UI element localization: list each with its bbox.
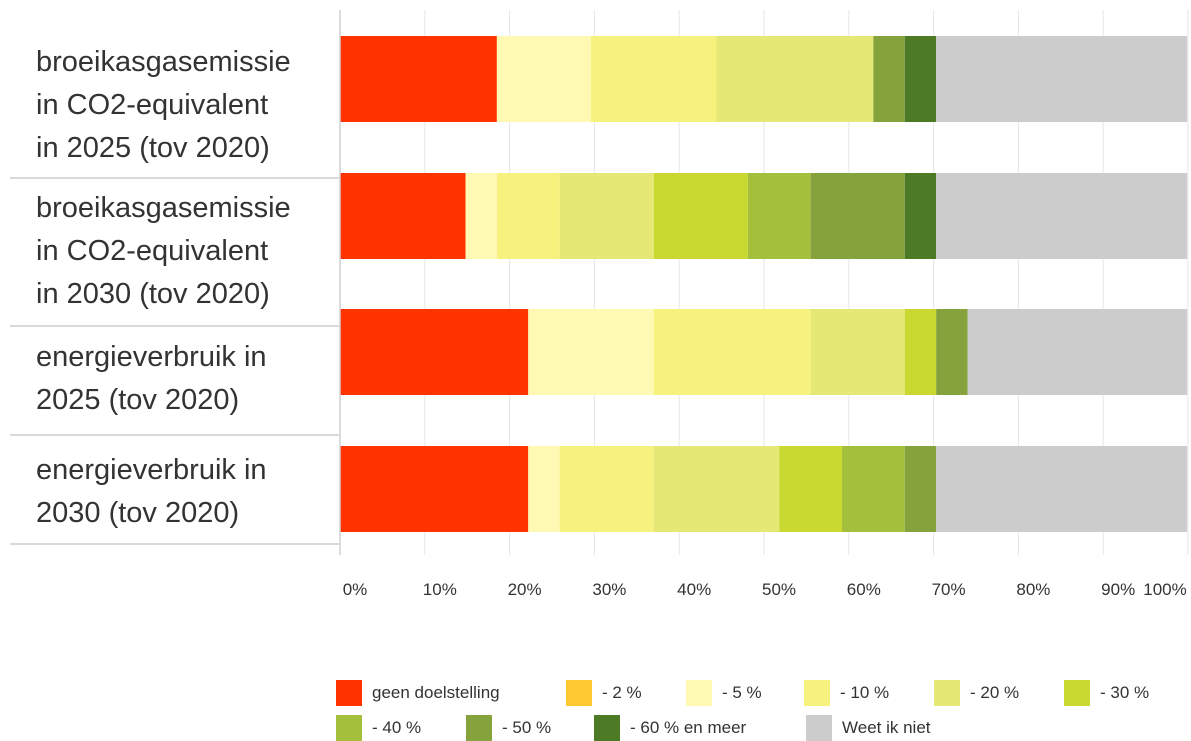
- x-tick-label: 90%: [1101, 580, 1136, 599]
- legend-swatch: [1064, 680, 1090, 706]
- bar-segment: [810, 173, 905, 259]
- bar-segment: [810, 309, 905, 395]
- x-tick-label: 80%: [1016, 580, 1051, 599]
- legend-swatch: [686, 680, 712, 706]
- category-label: broeikasgasemissie in CO2-equivalent in 20…: [36, 41, 336, 170]
- x-tick-label: 100%: [1143, 580, 1187, 599]
- category-label-line: 2025 (tov 2020): [36, 384, 240, 416]
- x-tick-label: 40%: [677, 580, 712, 599]
- legend-swatch: [466, 715, 492, 741]
- legend-item: Weet ik niet: [806, 715, 931, 741]
- bar-segment: [528, 446, 560, 532]
- legend-item: - 5 %: [686, 680, 762, 706]
- bar-segment: [904, 36, 937, 122]
- legend-item: - 20 %: [934, 680, 1019, 706]
- legend-swatch: [804, 680, 830, 706]
- bar-segment: [967, 309, 1188, 395]
- bar-segment: [496, 173, 560, 259]
- bar-segment: [779, 446, 843, 532]
- bar-segment: [340, 36, 497, 122]
- x-tick-label: 70%: [931, 580, 966, 599]
- legend-item: - 50 %: [466, 715, 551, 741]
- category-label-line: energieverbruik in: [36, 454, 267, 486]
- legend-label: geen doelstelling: [372, 683, 500, 702]
- legend-item: - 30 %: [1064, 680, 1149, 706]
- category-separator: [10, 543, 340, 545]
- bar-segment: [340, 309, 529, 395]
- bar-segment: [591, 36, 717, 122]
- x-tick-label: 60%: [846, 580, 881, 599]
- legend-label: - 2 %: [602, 683, 642, 702]
- x-tick-label: 10%: [422, 580, 457, 599]
- bar-segment: [653, 309, 811, 395]
- category-separator: [10, 325, 340, 327]
- legend-item: - 60 % en meer: [594, 715, 746, 741]
- x-tick-label: 20%: [507, 580, 542, 599]
- category-label-line: broeikasgasemissie: [36, 192, 291, 224]
- category-label-line: in 2030 (tov 2020): [36, 278, 270, 310]
- legend-label: - 30 %: [1100, 683, 1150, 702]
- x-tick-label: 50%: [761, 580, 797, 599]
- category-label: broeikasgasemissie in CO2-equivalent in 20…: [36, 187, 336, 316]
- bar-segment: [904, 309, 937, 395]
- legend-swatch: [594, 715, 620, 741]
- legend-label: - 10 %: [840, 683, 890, 702]
- x-tick-label: 0%: [342, 580, 368, 599]
- legend-item: - 2 %: [566, 680, 642, 706]
- legend-label: Weet ik niet: [842, 718, 931, 737]
- category-label-line: in 2025 (tov 2020): [36, 132, 270, 164]
- bar-segment: [653, 446, 780, 532]
- bar-segment: [904, 173, 937, 259]
- legend-swatch: [806, 715, 832, 741]
- legend-item: geen doelstelling: [336, 680, 500, 706]
- legend-item: - 40 %: [336, 715, 421, 741]
- category-label: energieverbruik in 2030 (tov 2020): [36, 449, 336, 535]
- bar-segment: [559, 446, 654, 532]
- category-separator: [10, 177, 340, 179]
- category-label-line: in CO2-equivalent: [36, 235, 269, 267]
- bar-segment: [465, 173, 497, 259]
- bar-segment: [496, 36, 592, 122]
- legend-label: - 60 % en meer: [630, 718, 747, 737]
- legend-label: - 5 %: [722, 683, 762, 702]
- bar-segment: [747, 173, 811, 259]
- bar-segment: [873, 36, 905, 122]
- legend-swatch: [336, 715, 362, 741]
- bar-segment: [936, 173, 1188, 259]
- bar-segment: [340, 173, 466, 259]
- category-label-line: broeikasgasemissie: [36, 46, 291, 78]
- legend-swatch: [934, 680, 960, 706]
- bar-segment: [904, 446, 937, 532]
- category-label: energieverbruik in 2025 (tov 2020): [36, 336, 336, 422]
- legend-item: - 10 %: [804, 680, 889, 706]
- bar-segment: [653, 173, 748, 259]
- bar-segment: [559, 173, 654, 259]
- bar-segment: [716, 36, 874, 122]
- legend-swatch: [336, 680, 362, 706]
- category-label-line: 2030 (tov 2020): [36, 497, 240, 529]
- category-separator: [10, 434, 340, 436]
- x-tick-label: 30%: [592, 580, 627, 599]
- legend-label: - 20 %: [970, 683, 1020, 702]
- legend-label: - 50 %: [502, 718, 552, 737]
- bar-segment: [528, 309, 654, 395]
- bar-segment: [340, 446, 529, 532]
- category-label-line: in CO2-equivalent: [36, 89, 269, 121]
- legend-label: - 40 %: [372, 718, 422, 737]
- legend-swatch: [566, 680, 592, 706]
- bar-segment: [936, 446, 1188, 532]
- bar-segment: [936, 36, 1188, 122]
- bar-segment: [842, 446, 905, 532]
- bar-segment: [936, 309, 968, 395]
- category-label-line: energieverbruik in: [36, 341, 267, 373]
- bars: [340, 36, 1188, 532]
